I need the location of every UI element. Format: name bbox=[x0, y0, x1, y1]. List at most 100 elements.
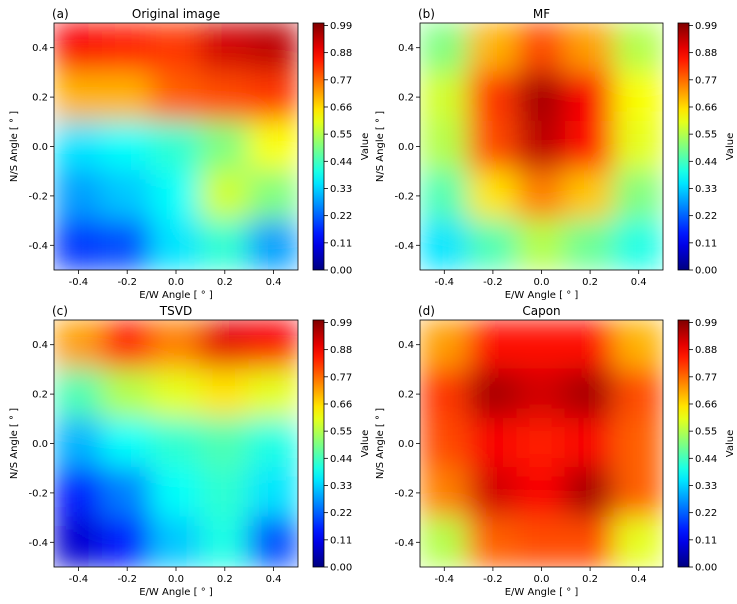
heatmap-cell bbox=[564, 170, 616, 222]
colorbar-tick-label: 0.88 bbox=[695, 48, 717, 59]
colorbar-gradient bbox=[312, 319, 325, 568]
heatmap-cell bbox=[54, 417, 104, 470]
heatmap-cell bbox=[101, 120, 153, 173]
colorbar-tick-label: 0.99 bbox=[695, 21, 717, 32]
heatmap-cell bbox=[54, 516, 104, 567]
heatmap-cell bbox=[199, 219, 251, 270]
heatmap-cell bbox=[516, 467, 567, 519]
heatmap-cell bbox=[613, 219, 663, 270]
colorbar-tick-label: 0.33 bbox=[330, 481, 352, 492]
heatmap-cell bbox=[420, 320, 470, 371]
heatmap-cell bbox=[467, 368, 519, 420]
heatmap-cell bbox=[54, 23, 104, 74]
x-tick-label: 0.2 bbox=[582, 277, 598, 288]
heatmap-cell bbox=[613, 320, 663, 371]
colorbar: 0.00 0.11 0.22 0.33 0.44 0.55 0.66 0.77 0.88 0.99… bbox=[677, 318, 736, 574]
heatmap bbox=[54, 23, 298, 270]
y-tick-label: 0.0 bbox=[398, 142, 414, 153]
colorbar-tick-label: 0.22 bbox=[695, 211, 717, 222]
heatmap-cell bbox=[199, 516, 251, 567]
heatmap-cell bbox=[420, 417, 470, 470]
colorbar-gradient bbox=[312, 22, 325, 271]
colorbar-label: Value bbox=[360, 133, 371, 160]
heatmap-cell bbox=[420, 170, 470, 222]
heatmap-cell bbox=[613, 516, 663, 567]
heatmap-cell bbox=[564, 23, 616, 74]
colorbar-tick-label: 0.11 bbox=[695, 535, 717, 546]
heatmap-cell bbox=[150, 417, 202, 470]
x-tick-label: -0.4 bbox=[435, 277, 455, 288]
colorbar-tick-label: 0.88 bbox=[330, 345, 352, 356]
heatmap-cell bbox=[613, 170, 663, 222]
y-tick-label: -0.4 bbox=[28, 241, 48, 252]
y-tick-label: -0.4 bbox=[394, 241, 414, 252]
heatmap-cell bbox=[199, 368, 251, 420]
heatmap-cell bbox=[101, 219, 153, 270]
colorbar-tick-label: 0.66 bbox=[330, 102, 352, 113]
colorbar-tick-label: 0.33 bbox=[695, 481, 717, 492]
colorbar-tick-label: 0.33 bbox=[330, 184, 352, 195]
y-tick-label: -0.4 bbox=[28, 538, 48, 549]
x-tick-label: -0.4 bbox=[69, 574, 89, 585]
heatmap-cell bbox=[101, 170, 153, 222]
x-tick-label: 0.0 bbox=[534, 574, 550, 585]
heatmap-cell bbox=[101, 23, 153, 74]
heatmap-cell bbox=[248, 219, 298, 270]
heatmap-cell bbox=[150, 71, 202, 123]
y-tick-label: 0.4 bbox=[398, 43, 414, 54]
y-axis-label: N/S Angle [ ° ] bbox=[9, 408, 20, 479]
heatmap-cell bbox=[101, 368, 153, 420]
heatmap-cell bbox=[101, 516, 153, 567]
heatmap-cell bbox=[613, 120, 663, 173]
colorbar-tick-label: 0.11 bbox=[330, 238, 352, 249]
heatmap-cell bbox=[199, 417, 251, 470]
heatmap-cell bbox=[150, 320, 202, 371]
x-tick-label: -0.2 bbox=[117, 277, 137, 288]
y-tick-label: 0.2 bbox=[398, 93, 414, 104]
colorbar: 0.00 0.11 0.22 0.33 0.44 0.55 0.66 0.77 0.88 0.99… bbox=[312, 318, 371, 574]
colorbar-tick-label: 0.88 bbox=[330, 48, 352, 59]
heatmap-cell bbox=[516, 170, 567, 222]
x-tick-label: 0.0 bbox=[168, 277, 184, 288]
colorbar-tick-label: 0.22 bbox=[695, 508, 717, 519]
heatmap-cell bbox=[150, 219, 202, 270]
heatmap-cell bbox=[101, 320, 153, 371]
heatmap-cell bbox=[467, 120, 519, 173]
heatmap-cell bbox=[248, 71, 298, 123]
colorbar-tick-label: 0.99 bbox=[330, 318, 352, 329]
panel-letter: (a) bbox=[52, 7, 69, 21]
heatmap-cell bbox=[420, 71, 470, 123]
heatmap-cell bbox=[101, 467, 153, 519]
heatmap-cell bbox=[248, 320, 298, 371]
heatmap-cell bbox=[516, 23, 567, 74]
heatmap-cell bbox=[248, 120, 298, 173]
heatmap-cell bbox=[516, 516, 567, 567]
x-tick-label: 0.2 bbox=[582, 574, 598, 585]
colorbar-tick-label: 0.88 bbox=[695, 345, 717, 356]
heatmap-cell bbox=[516, 120, 567, 173]
x-tick-label: 0.4 bbox=[266, 574, 282, 585]
heatmap-cell bbox=[199, 320, 251, 371]
heatmap bbox=[420, 23, 663, 270]
x-tick-label: 0.4 bbox=[266, 277, 282, 288]
x-axis-label: E/W Angle [ ° ] bbox=[139, 587, 213, 598]
heatmap-cell bbox=[564, 320, 616, 371]
heatmap-cell bbox=[150, 516, 202, 567]
x-tick-label: -0.4 bbox=[435, 574, 455, 585]
x-axis-label: E/W Angle [ ° ] bbox=[505, 587, 579, 598]
heatmap-cell bbox=[101, 417, 153, 470]
heatmap-cell bbox=[54, 320, 104, 371]
colorbar-tick-label: 0.55 bbox=[695, 130, 717, 141]
heatmap-cell bbox=[467, 219, 519, 270]
x-tick-label: 0.2 bbox=[217, 574, 233, 585]
heatmap-cell bbox=[516, 219, 567, 270]
y-axis-label: N/S Angle [ ° ] bbox=[375, 111, 386, 182]
colorbar-tick-label: 0.22 bbox=[330, 508, 352, 519]
heatmap-cell bbox=[420, 219, 470, 270]
heatmap-cell bbox=[467, 516, 519, 567]
colorbar-tick-label: 0.22 bbox=[330, 211, 352, 222]
heatmap-cell bbox=[467, 71, 519, 123]
colorbar-tick-label: 0.00 bbox=[330, 563, 352, 574]
colorbar-tick-label: 0.77 bbox=[330, 75, 352, 86]
y-tick-label: -0.2 bbox=[28, 488, 48, 499]
